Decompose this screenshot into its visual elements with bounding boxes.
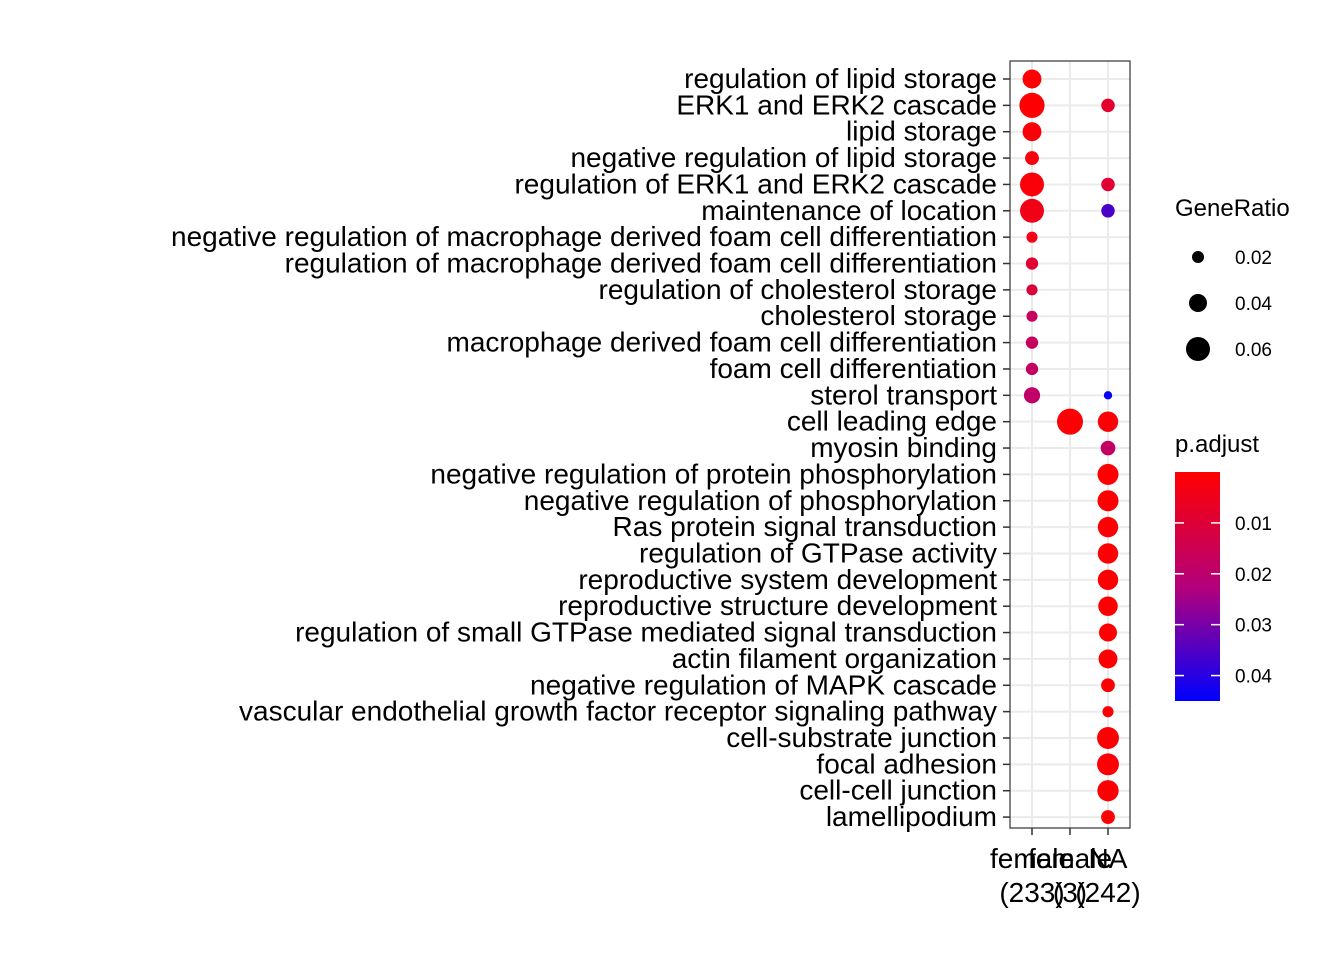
data-point [1097, 490, 1119, 512]
data-point [1101, 678, 1115, 693]
data-point [1097, 463, 1119, 485]
x-tick-label-count: (3) [1053, 877, 1087, 908]
data-point [1098, 649, 1118, 669]
data-point [1102, 706, 1114, 718]
data-point [1025, 257, 1039, 270]
y-tick-label: lamellipodium [826, 801, 997, 832]
y-tick-label: negative regulation of MAPK cascade [530, 669, 997, 700]
data-point [1022, 69, 1042, 89]
y-tick-label: cell leading edge [787, 406, 997, 437]
x-tick-label: NA [1089, 843, 1128, 874]
data-point [1097, 543, 1119, 564]
y-tick-label: reproductive structure development [558, 590, 997, 621]
size-legend-label: 0.02 [1235, 248, 1272, 269]
data-point [1019, 92, 1045, 118]
y-tick-label: regulation of macrophage derived foam ce… [285, 248, 997, 279]
y-tick-label: regulation of GTPase activity [639, 537, 997, 568]
y-tick-label: Ras protein signal transduction [613, 511, 997, 542]
data-point [1103, 391, 1113, 400]
y-tick-label: negative regulation of phosphorylation [524, 485, 997, 516]
generatio-legend: GeneRatio 0.02 0.04 0.06 [1175, 195, 1290, 361]
data-point [1101, 204, 1115, 218]
size-legend-label: 0.06 [1235, 340, 1272, 361]
data-point [1097, 411, 1119, 432]
y-tick-label: sterol transport [810, 379, 997, 410]
data-point [1097, 727, 1119, 749]
size-legend-key [1189, 294, 1207, 312]
y-tick-label: negative regulation of protein phosphory… [430, 458, 997, 489]
y-tick-label: myosin binding [810, 432, 997, 463]
colorbar-tick-label: 0.02 [1235, 565, 1272, 586]
y-tick-label: regulation of lipid storage [684, 63, 997, 94]
data-point [1098, 596, 1118, 616]
x-tick-label: female [990, 843, 1074, 874]
y-tick-label: cholesterol storage [760, 300, 997, 331]
data-point [1020, 172, 1044, 197]
data-point [1097, 780, 1119, 802]
padjust-legend-title: p.adjust [1175, 431, 1259, 458]
y-tick-label: macrophage derived foam cell differentia… [447, 327, 997, 358]
generatio-legend-title: GeneRatio [1175, 195, 1290, 222]
data-point [1101, 177, 1115, 192]
size-legend-key [1192, 251, 1204, 263]
data-point [1097, 569, 1119, 591]
data-point [1025, 362, 1039, 376]
y-tick-label: cell-cell junction [799, 775, 997, 806]
data-point [1101, 810, 1115, 824]
data-point [1026, 284, 1038, 296]
data-point [1100, 440, 1116, 456]
x-axis: female(233)female(3)NA(242) [990, 828, 1141, 908]
y-tick-label: foam cell differentiation [710, 353, 997, 384]
y-tick-label: regulation of ERK1 and ERK2 cascade [514, 168, 997, 199]
y-tick-label: reproductive system development [578, 564, 997, 595]
y-tick-label: regulation of small GTPase mediated sign… [295, 617, 997, 648]
data-point [1099, 623, 1117, 642]
data-point [1097, 753, 1119, 776]
data-point [1023, 387, 1041, 404]
x-tick-label: female [1028, 843, 1112, 874]
data-point [1025, 151, 1039, 165]
y-tick-label: maintenance of location [701, 195, 997, 226]
y-tick-label: focal adhesion [816, 748, 997, 779]
padjust-colorbar [1175, 472, 1220, 701]
size-legend-label: 0.04 [1235, 294, 1272, 315]
colorbar-tick-label: 0.04 [1235, 667, 1272, 688]
y-tick-label: negative regulation of lipid storage [570, 142, 997, 173]
y-tick-label: cell-substrate junction [726, 722, 997, 753]
colorbar-tick-label: 0.03 [1235, 616, 1272, 637]
data-point [1026, 231, 1038, 243]
y-tick-label: actin filament organization [672, 643, 997, 674]
data-points [1019, 69, 1119, 824]
x-tick-label-count: (233) [999, 877, 1064, 908]
y-tick-label: lipid storage [846, 116, 997, 147]
data-point [1097, 516, 1119, 538]
y-tick-label: vascular endothelial growth factor recep… [239, 696, 997, 727]
y-tick-label: regulation of cholesterol storage [599, 274, 997, 305]
data-point [1022, 122, 1042, 142]
size-legend-key [1186, 337, 1210, 361]
data-point [1020, 198, 1044, 223]
x-tick-label-count: (242) [1075, 877, 1140, 908]
padjust-legend: p.adjust 0.01 0.02 0.03 0.04 [1175, 431, 1272, 701]
data-point [1101, 98, 1115, 113]
data-point [1056, 408, 1084, 435]
colorbar-tick-label: 0.01 [1235, 514, 1272, 535]
y-tick-label: negative regulation of macrophage derive… [171, 221, 997, 252]
data-point [1026, 310, 1038, 322]
y-tick-label: ERK1 and ERK2 cascade [676, 89, 997, 120]
data-point [1025, 336, 1039, 349]
